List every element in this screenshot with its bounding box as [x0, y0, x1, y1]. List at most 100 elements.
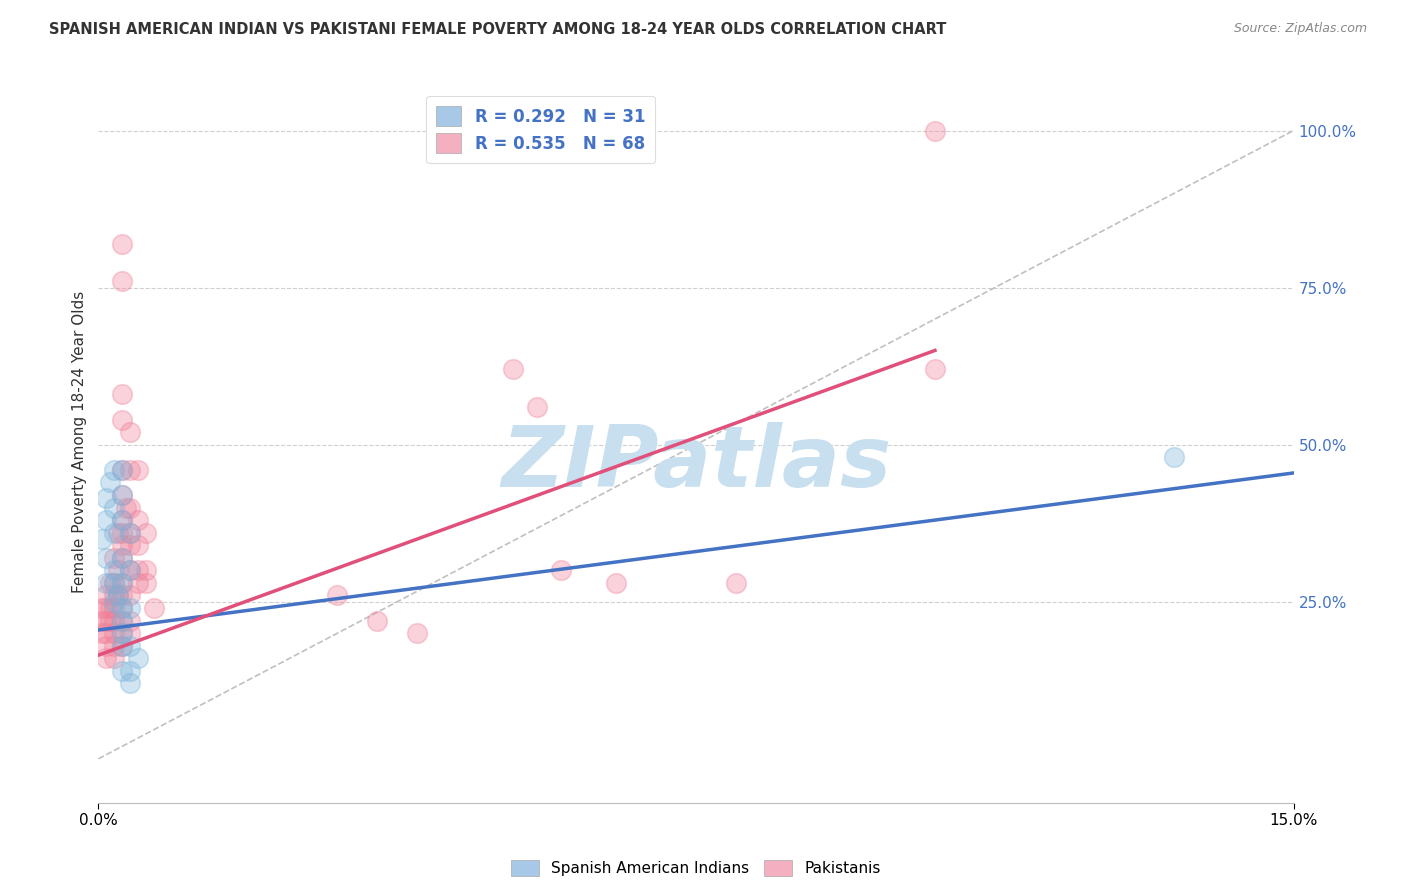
Point	[111, 601, 134, 615]
Point	[115, 500, 138, 515]
Point	[103, 463, 125, 477]
Point	[98, 601, 122, 615]
Point	[107, 589, 129, 603]
Point	[103, 575, 125, 590]
Point	[550, 563, 572, 577]
Point	[111, 575, 134, 590]
Point	[103, 639, 125, 653]
Point	[111, 463, 134, 477]
Point	[103, 500, 125, 515]
Point	[127, 463, 149, 477]
Point	[924, 123, 946, 137]
Point	[120, 500, 142, 515]
Point	[111, 236, 134, 251]
Point	[103, 626, 125, 640]
Point	[135, 525, 157, 540]
Point	[120, 601, 142, 615]
Point	[111, 601, 134, 615]
Point	[120, 563, 142, 577]
Point	[103, 601, 125, 615]
Point	[111, 575, 134, 590]
Point	[120, 463, 142, 477]
Text: SPANISH AMERICAN INDIAN VS PAKISTANI FEMALE POVERTY AMONG 18-24 YEAR OLDS CORREL: SPANISH AMERICAN INDIAN VS PAKISTANI FEM…	[49, 22, 946, 37]
Point	[135, 563, 157, 577]
Point	[502, 362, 524, 376]
Point	[135, 575, 157, 590]
Point	[103, 614, 125, 628]
Point	[111, 525, 134, 540]
Point	[98, 475, 122, 490]
Point	[96, 614, 118, 628]
Point	[111, 538, 134, 552]
Point	[366, 614, 388, 628]
Point	[96, 601, 118, 615]
Point	[111, 639, 134, 653]
Point	[91, 626, 114, 640]
Point	[111, 513, 134, 527]
Text: Source: ZipAtlas.com: Source: ZipAtlas.com	[1233, 22, 1367, 36]
Point	[120, 525, 142, 540]
Point	[111, 412, 134, 426]
Point	[96, 513, 118, 527]
Point	[924, 362, 946, 376]
Point	[103, 563, 125, 577]
Point	[143, 601, 166, 615]
Point	[96, 626, 118, 640]
Point	[103, 525, 125, 540]
Point	[724, 575, 747, 590]
Point	[107, 563, 129, 577]
Point	[526, 400, 548, 414]
Point	[98, 575, 122, 590]
Point	[120, 614, 142, 628]
Point	[107, 589, 129, 603]
Point	[111, 639, 134, 653]
Point	[1163, 450, 1185, 465]
Point	[91, 614, 114, 628]
Point	[96, 589, 118, 603]
Point	[91, 532, 114, 546]
Point	[120, 563, 142, 577]
Point	[98, 614, 122, 628]
Point	[111, 664, 134, 678]
Point	[120, 664, 142, 678]
Point	[120, 425, 142, 439]
Point	[111, 550, 134, 565]
Point	[111, 488, 134, 502]
Point	[120, 626, 142, 640]
Point	[107, 525, 129, 540]
Point	[111, 550, 134, 565]
Point	[127, 538, 149, 552]
Point	[406, 626, 429, 640]
Point	[120, 676, 142, 690]
Point	[127, 563, 149, 577]
Point	[103, 550, 125, 565]
Point	[96, 575, 118, 590]
Point	[96, 550, 118, 565]
Point	[103, 575, 125, 590]
Point	[120, 538, 142, 552]
Point	[326, 589, 349, 603]
Point	[96, 639, 118, 653]
Point	[103, 589, 125, 603]
Point	[605, 575, 627, 590]
Point	[103, 651, 125, 665]
Point	[111, 626, 134, 640]
Text: ZIPatlas: ZIPatlas	[501, 422, 891, 505]
Point	[111, 513, 134, 527]
Point	[96, 651, 118, 665]
Point	[127, 651, 149, 665]
Point	[111, 614, 134, 628]
Point	[120, 589, 142, 603]
Point	[120, 639, 142, 653]
Point	[103, 595, 125, 609]
Y-axis label: Female Poverty Among 18-24 Year Olds: Female Poverty Among 18-24 Year Olds	[72, 291, 87, 592]
Point	[111, 614, 134, 628]
Point	[127, 575, 149, 590]
Point	[111, 387, 134, 401]
Point	[91, 601, 114, 615]
Point	[120, 525, 142, 540]
Point	[96, 491, 118, 505]
Point	[111, 274, 134, 288]
Point	[111, 589, 134, 603]
Point	[127, 513, 149, 527]
